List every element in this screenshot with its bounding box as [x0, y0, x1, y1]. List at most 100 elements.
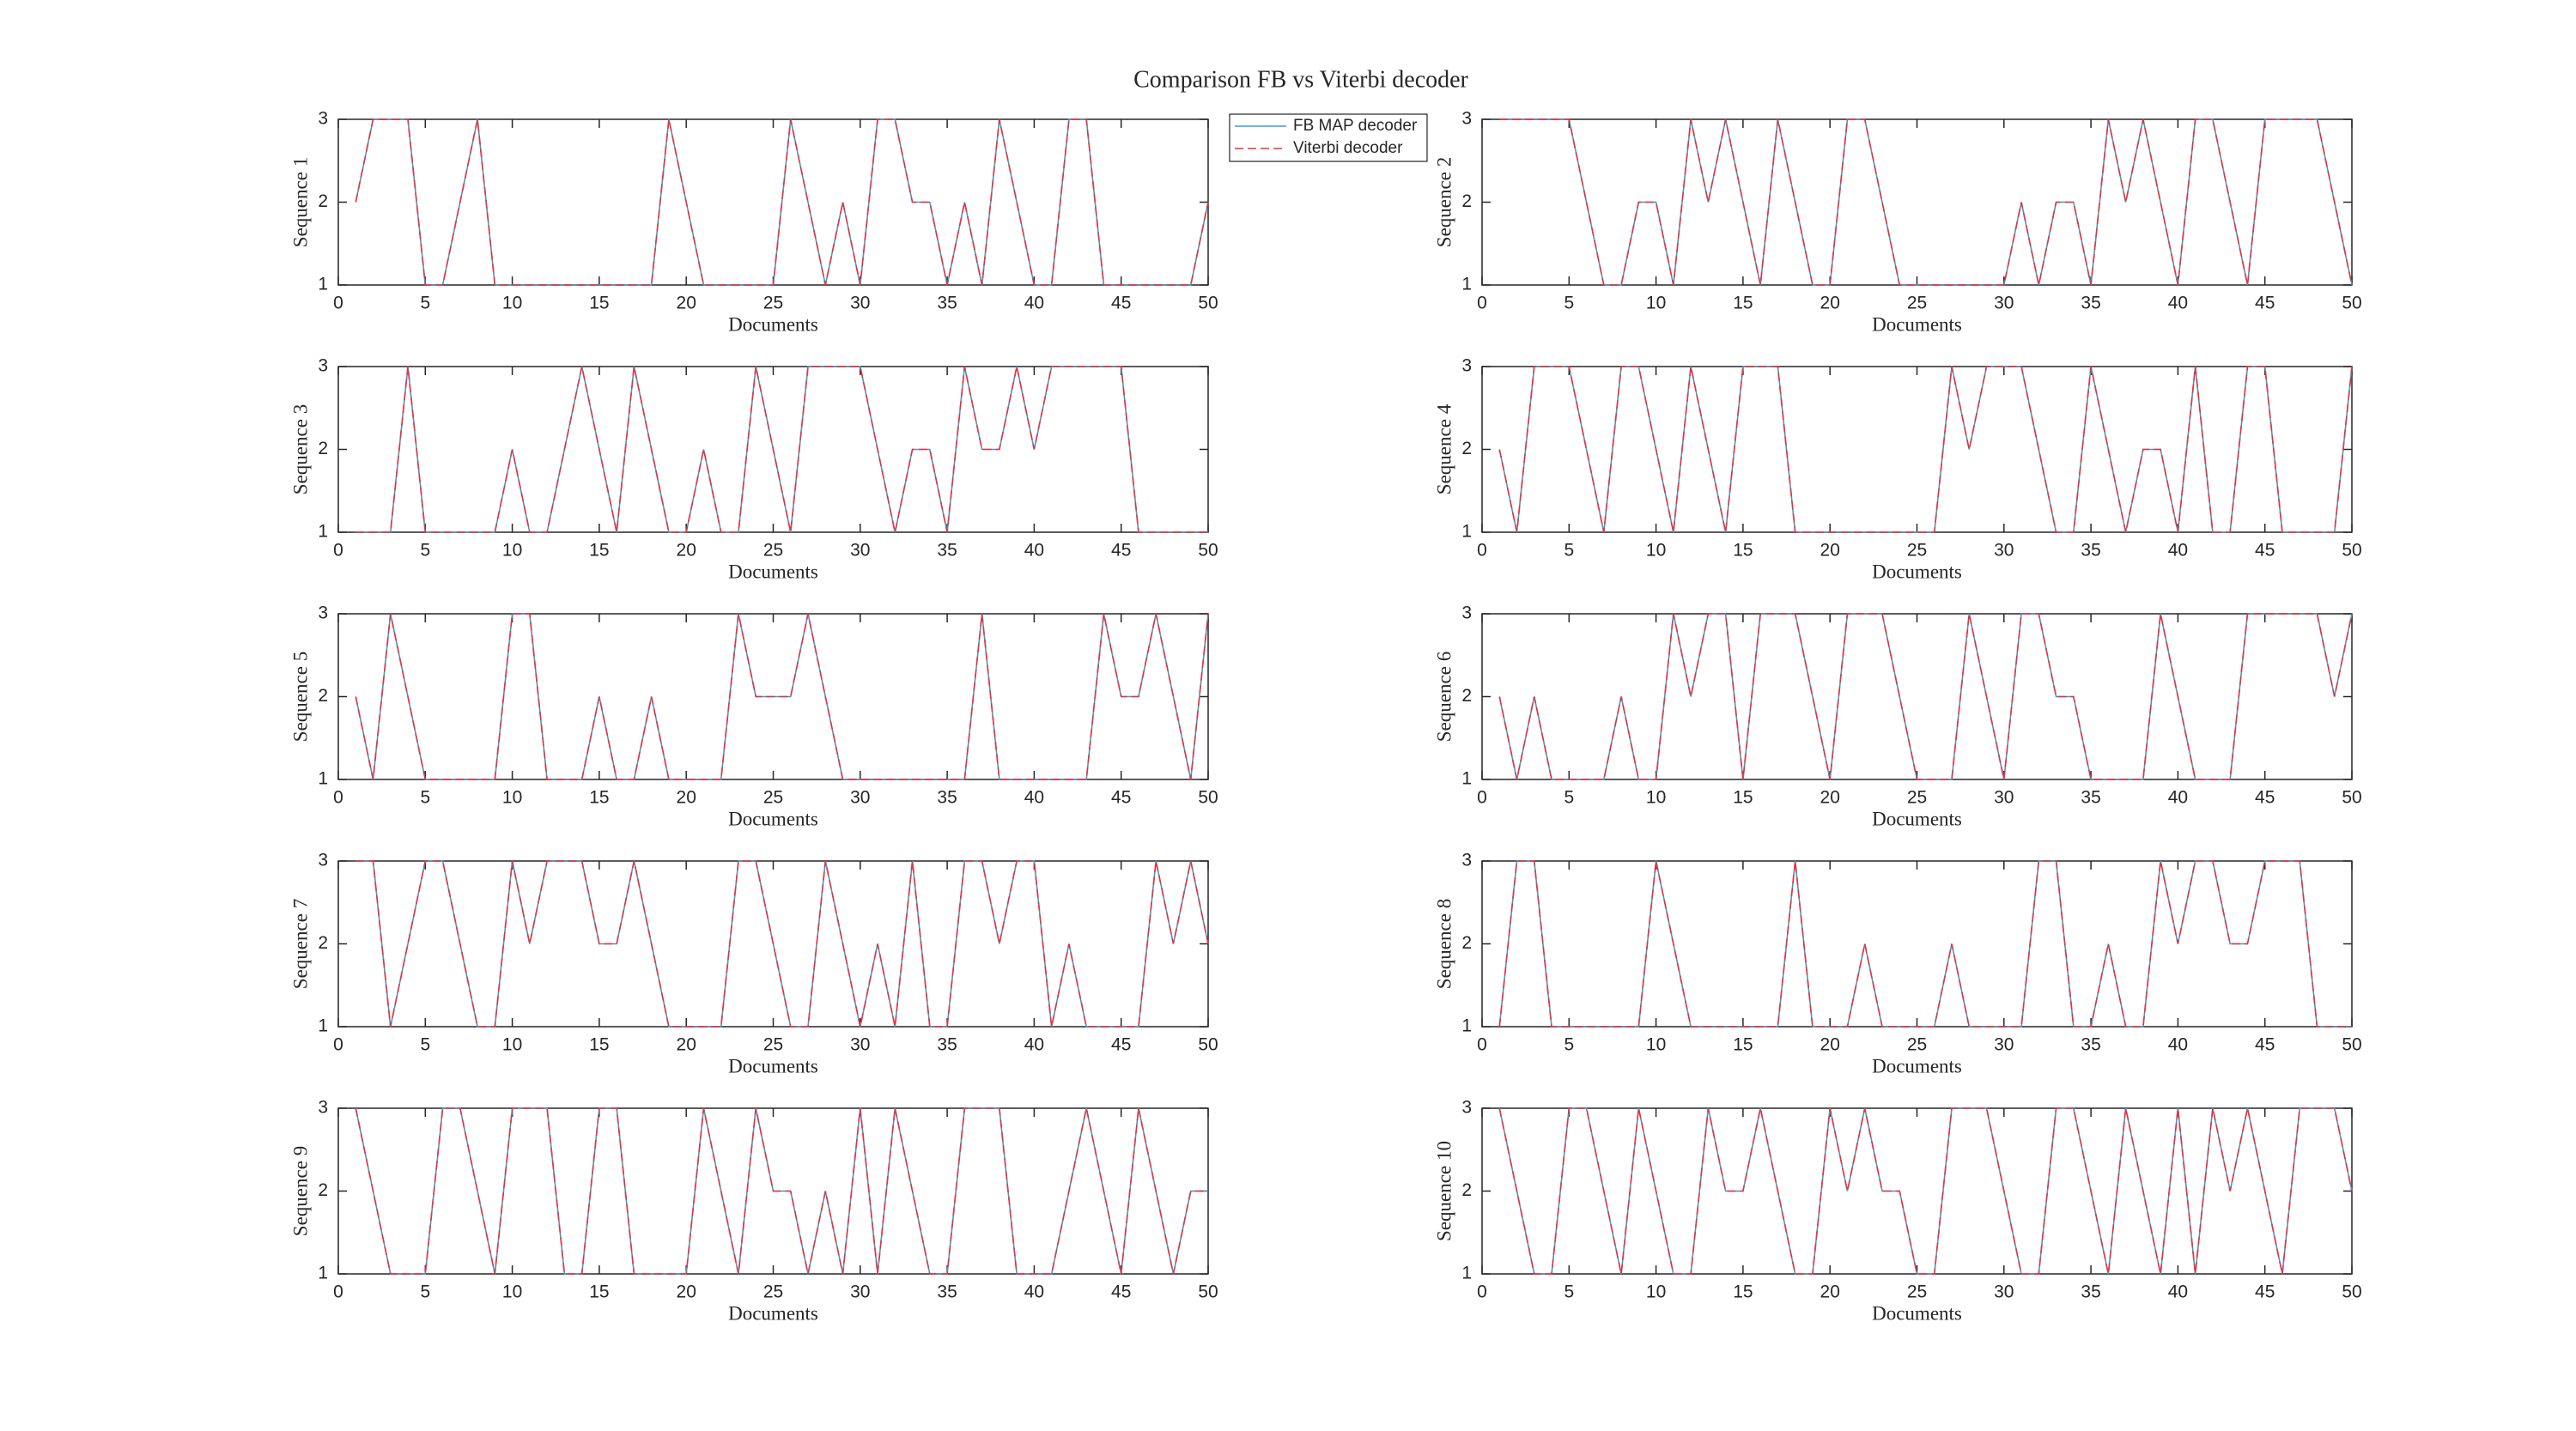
- x-tick-label: 0: [333, 1035, 343, 1055]
- y-tick-label: 3: [1461, 1098, 1472, 1118]
- x-tick-label: 35: [2081, 788, 2100, 808]
- axes-box: [337, 118, 1209, 286]
- x-tick-label: 45: [1111, 788, 1131, 808]
- y-axis-label: Sequence 7: [289, 899, 311, 989]
- x-tick-label: 40: [2168, 1282, 2188, 1302]
- axes-box: [1481, 613, 2353, 780]
- data-line: [1498, 860, 2352, 1028]
- x-tick-label: 25: [763, 788, 783, 808]
- x-tick-label: 20: [1820, 1035, 1840, 1055]
- x-tick-label: 50: [2342, 788, 2361, 808]
- y-axis-label: Sequence 5: [289, 652, 311, 742]
- x-tick-label: 35: [2081, 1035, 2100, 1055]
- x-tick-label: 5: [420, 1282, 430, 1302]
- x-axis-label: Documents: [1872, 1302, 1962, 1324]
- axes-box: [1481, 118, 2353, 286]
- x-tick-label: 40: [1024, 294, 1044, 313]
- x-tick-label: 15: [1733, 1282, 1753, 1302]
- x-tick-label: 40: [2168, 294, 2188, 313]
- y-tick-label: 2: [318, 933, 328, 953]
- x-tick-label: 35: [2081, 294, 2100, 313]
- x-tick-label: 20: [677, 788, 696, 808]
- x-tick-label: 45: [1111, 294, 1131, 313]
- x-tick-label: 5: [420, 788, 430, 808]
- y-tick-label: 1: [1461, 769, 1472, 789]
- y-axis-label: Sequence 3: [289, 404, 311, 494]
- data-line: [1498, 613, 2353, 780]
- y-tick-label: 3: [318, 356, 328, 376]
- x-tick-label: 50: [1198, 788, 1218, 808]
- y-axis-label: Sequence 2: [1433, 157, 1455, 247]
- x-tick-label: 35: [937, 1035, 957, 1055]
- x-tick-label: 30: [1994, 1035, 2014, 1055]
- x-tick-label: 0: [333, 788, 343, 808]
- x-tick-label: 35: [2081, 1282, 2100, 1302]
- y-tick-label: 1: [1461, 275, 1472, 294]
- data-line: [1498, 1107, 2353, 1275]
- subplot: 0 5 10 15 20 25 30 35 40 45 50 1 2 3 Documents Sequence…: [289, 1098, 1218, 1325]
- x-tick-label: 45: [1111, 541, 1131, 561]
- x-tick-label: 35: [2081, 541, 2100, 561]
- y-tick-label: 1: [318, 1264, 328, 1283]
- x-tick-label: 40: [1024, 541, 1044, 561]
- y-axis-label: Sequence 6: [1433, 652, 1455, 742]
- x-tick-label: 5: [1564, 541, 1574, 561]
- x-tick-label: 20: [1820, 541, 1840, 561]
- x-tick-label: 30: [850, 788, 870, 808]
- x-tick-label: 25: [763, 1282, 783, 1302]
- x-tick-label: 35: [937, 1282, 957, 1302]
- x-tick-label: 50: [1198, 1035, 1218, 1055]
- data-line: [355, 366, 1208, 533]
- y-axis-label: Sequence 4: [1433, 403, 1455, 494]
- x-tick-label: 0: [1477, 788, 1487, 808]
- x-tick-label: 20: [677, 1282, 696, 1302]
- data-line: [355, 860, 1209, 1028]
- y-tick-label: 1: [1461, 1264, 1472, 1283]
- x-axis-label: Documents: [728, 1302, 818, 1324]
- data-line: [1498, 366, 2353, 533]
- x-tick-label: 0: [333, 1282, 343, 1302]
- subplot: 0 5 10 15 20 25 30 35 40 45 50 1 2 3 Documents Sequence…: [1433, 851, 2361, 1077]
- x-axis-label: Documents: [728, 1055, 818, 1076]
- subplot: 0 5 10 15 20 25 30 35 40 45 50 1 2 3 Documents Sequence…: [289, 109, 1428, 335]
- x-tick-label: 35: [937, 294, 957, 313]
- x-axis-label: Documents: [728, 561, 818, 582]
- y-tick-label: 1: [318, 769, 328, 789]
- x-tick-label: 5: [1564, 788, 1574, 808]
- x-tick-label: 30: [850, 1282, 870, 1302]
- y-tick-label: 2: [318, 191, 328, 211]
- x-tick-label: 15: [589, 788, 609, 808]
- x-tick-label: 5: [1564, 1282, 1574, 1302]
- legend-box: [1229, 113, 1428, 162]
- subplot: 0 5 10 15 20 25 30 35 40 45 50 1 2 3 Documents Sequence…: [289, 603, 1218, 830]
- data-line: [355, 118, 1209, 286]
- x-tick-label: 15: [589, 1282, 609, 1302]
- x-tick-label: 15: [1733, 1035, 1753, 1055]
- x-tick-label: 30: [1994, 788, 2014, 808]
- y-axis-label: Sequence 9: [289, 1146, 311, 1236]
- x-tick-label: 30: [850, 294, 870, 313]
- x-tick-label: 45: [2255, 1035, 2275, 1055]
- y-tick-label: 2: [318, 439, 328, 458]
- x-tick-label: 30: [850, 541, 870, 561]
- subplot: 0 5 10 15 20 25 30 35 40 45 50 1 2 3 Documents Sequence…: [289, 356, 1218, 583]
- data-line: [1499, 118, 2353, 286]
- x-tick-label: 0: [333, 541, 343, 561]
- x-tick-label: 5: [420, 541, 430, 561]
- x-tick-label: 20: [1820, 294, 1840, 313]
- x-axis-label: Documents: [1872, 313, 1962, 335]
- y-tick-label: 1: [318, 1016, 328, 1036]
- x-tick-label: 15: [589, 1035, 609, 1055]
- x-tick-label: 10: [502, 1035, 522, 1055]
- y-tick-label: 2: [1461, 933, 1472, 953]
- x-tick-label: 15: [1733, 294, 1753, 313]
- x-tick-label: 25: [763, 294, 783, 313]
- x-tick-label: 30: [1994, 294, 2014, 313]
- x-tick-label: 15: [1733, 788, 1753, 808]
- x-tick-label: 40: [2168, 1035, 2188, 1055]
- x-axis-label: Documents: [728, 313, 818, 335]
- x-tick-label: 40: [1024, 1282, 1044, 1302]
- x-tick-label: 25: [763, 1035, 783, 1055]
- x-tick-label: 20: [677, 1035, 696, 1055]
